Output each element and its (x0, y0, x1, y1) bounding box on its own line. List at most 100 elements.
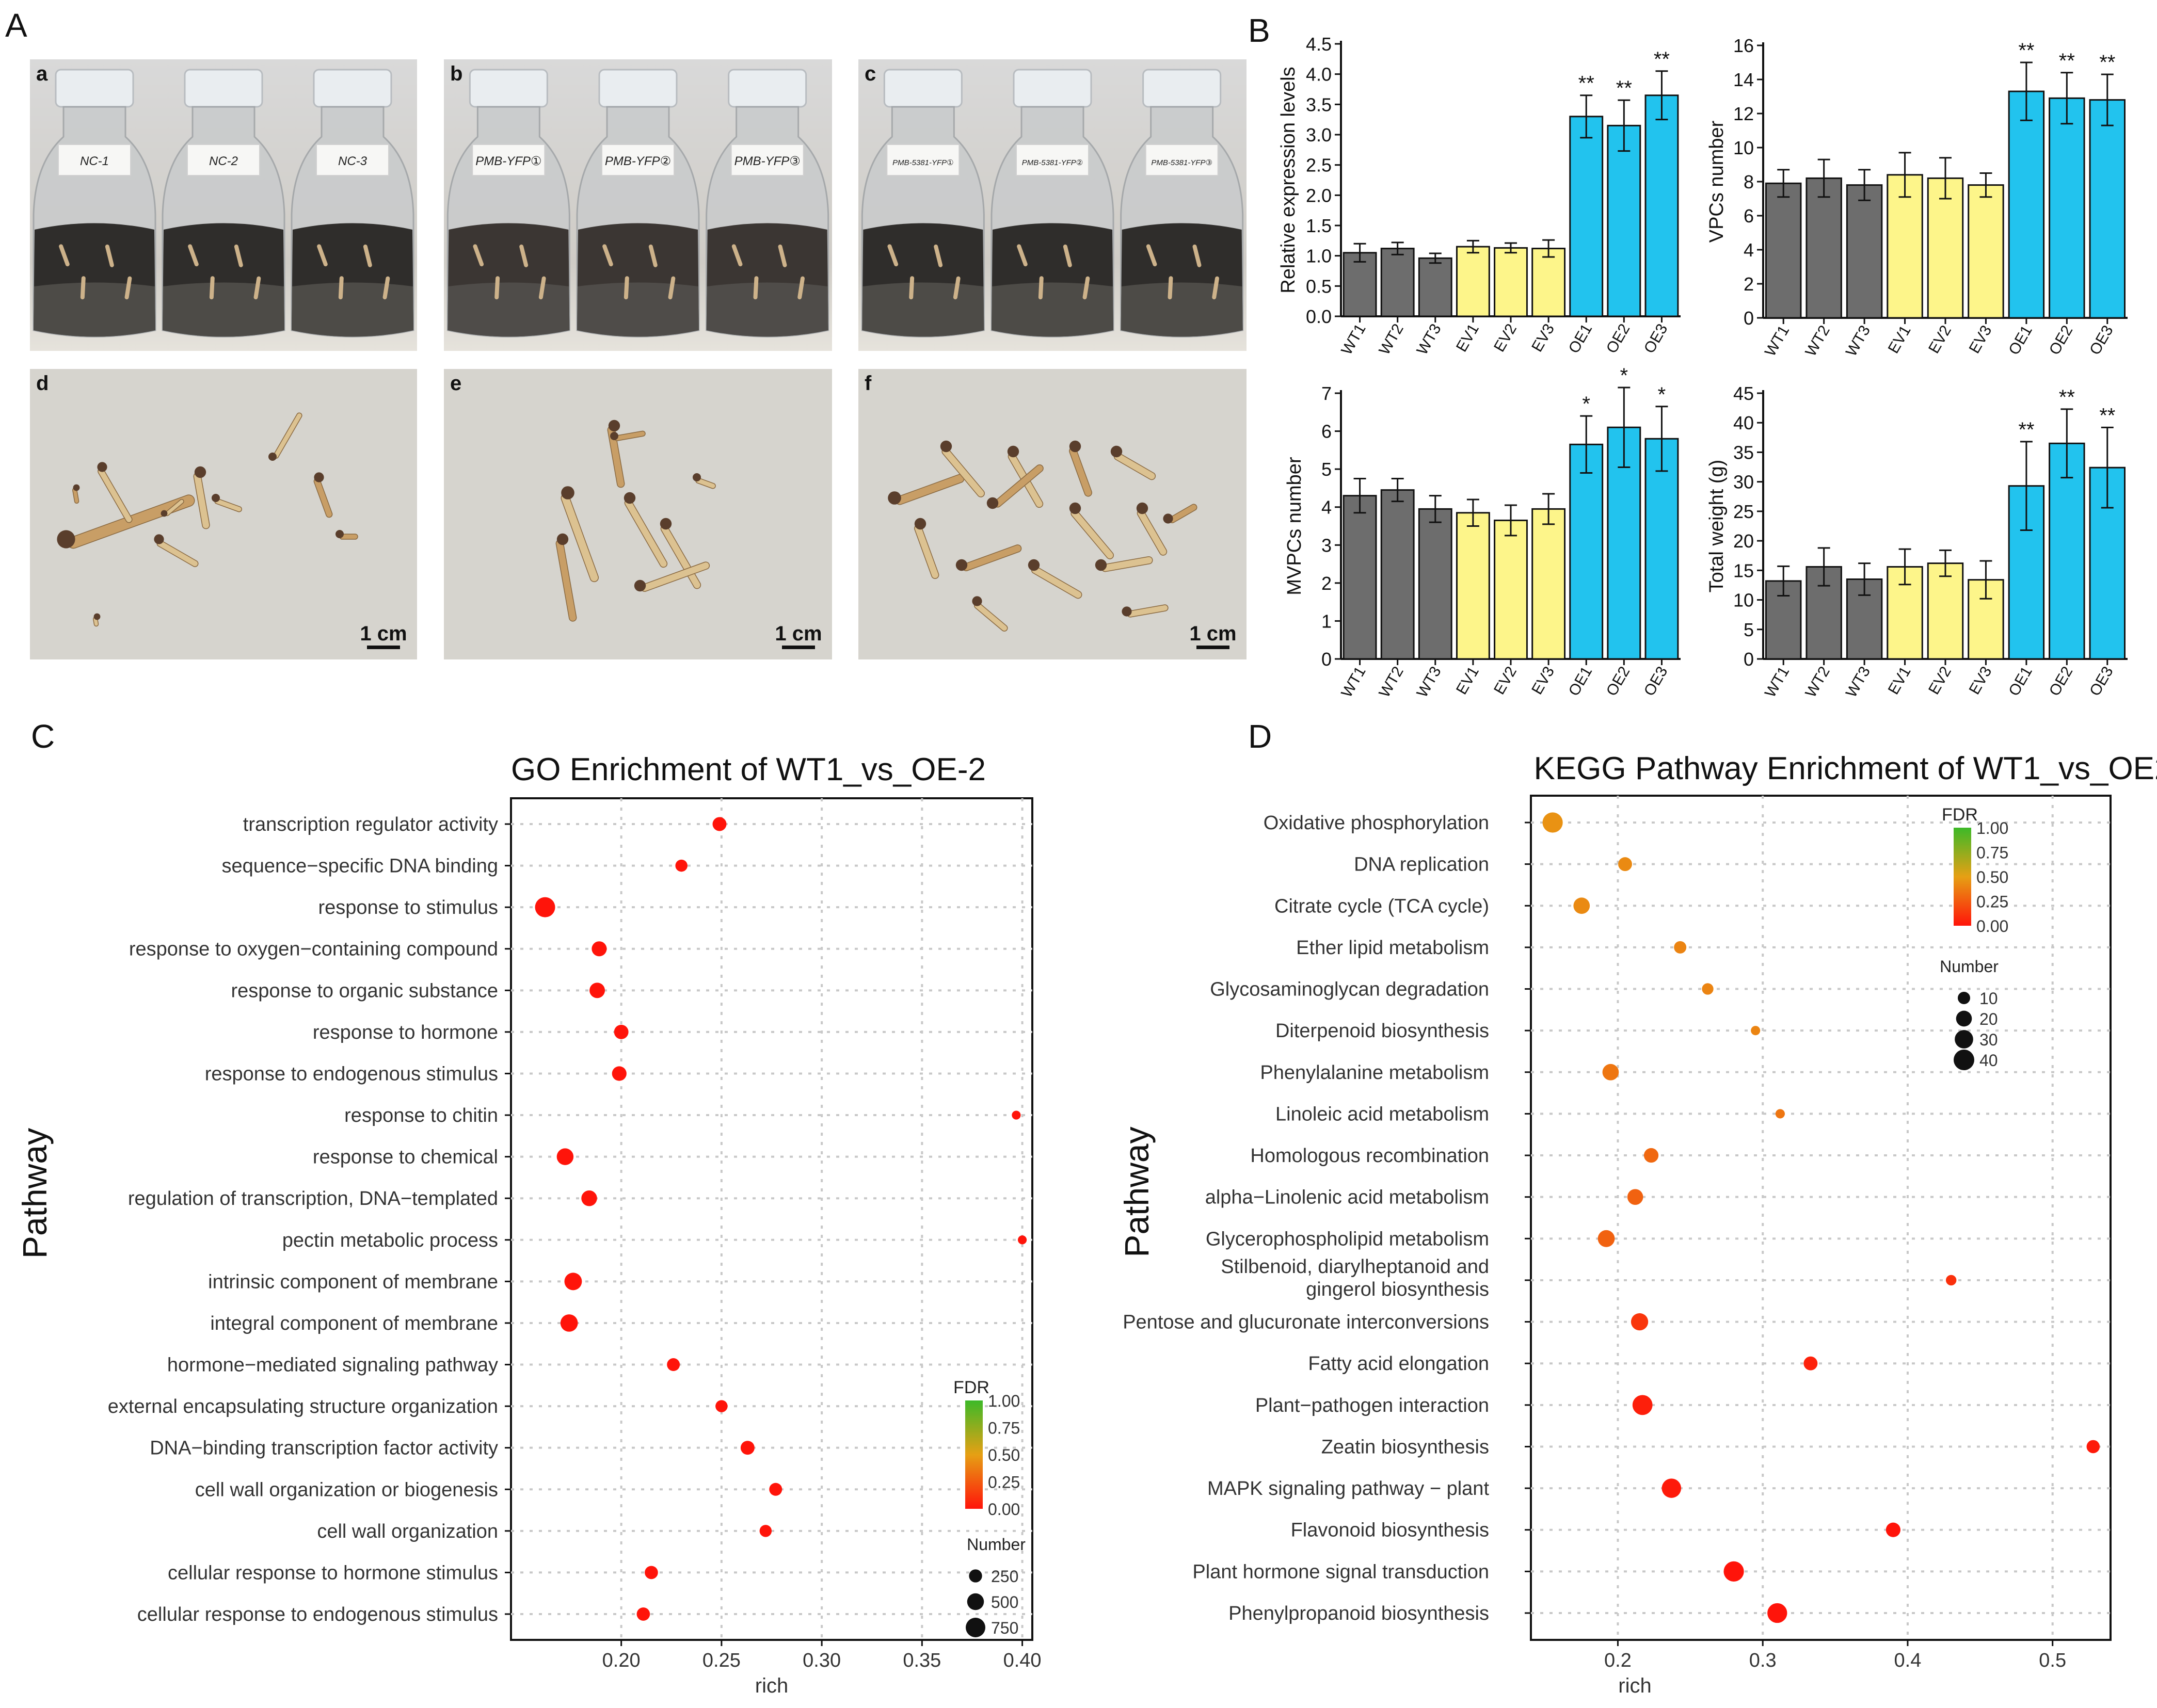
root-crown (693, 473, 701, 481)
bottle-root (731, 244, 743, 267)
bar-OE3 (1644, 94, 1679, 317)
root-crown (986, 497, 999, 509)
bar-OE3 (1644, 438, 1679, 660)
legend-size-label: 500 (991, 1593, 1018, 1612)
root-crown (97, 462, 107, 472)
bottle-tag (730, 144, 804, 176)
dot-point (1631, 1313, 1649, 1331)
dot-point (560, 1314, 578, 1332)
dot-point (1618, 857, 1632, 872)
bottle-root (519, 244, 529, 267)
term-label: external encapsulating structure organiz… (108, 1396, 498, 1417)
y-tick-label: 4 (1744, 239, 1754, 261)
y-tick-label: 2.0 (1306, 185, 1332, 206)
bar-WT1 (1765, 182, 1802, 319)
x-tick-label: EV2 (1925, 664, 1955, 698)
y-tick-label: 4 (1321, 497, 1332, 518)
root-crown (1136, 502, 1148, 514)
term-label: Phenylpropanoid biosynthesis (1228, 1603, 1489, 1624)
bar-WT3 (1418, 508, 1452, 660)
y-tick-label: 4.5 (1306, 34, 1332, 55)
term-label: cellular response to hormone stimulus (168, 1562, 498, 1584)
dot-point (1767, 1603, 1787, 1623)
bar-EV3 (1531, 248, 1566, 317)
y-tick-label: 10 (1733, 590, 1754, 611)
significance-label: * (1620, 364, 1628, 387)
bottle-root (538, 276, 546, 300)
root-crown (610, 432, 618, 440)
dot-plot-kegg: KEGG Pathway Enrichment of WT1_vs_OE2 0.2… (1117, 751, 2157, 1697)
x-tick-label: WT3 (1414, 321, 1445, 358)
significance-label: * (1658, 383, 1666, 406)
root-crown (1122, 606, 1132, 617)
term-label: Glycosaminoglycan degradation (1210, 979, 1489, 1001)
photo-e: 1 cm e (444, 369, 832, 659)
y-tick-label: 40 (1733, 412, 1754, 433)
bar-EV2 (1494, 519, 1528, 660)
dot-point (1643, 1148, 1659, 1163)
term-label-line: gingerol biosynthesis (1306, 1279, 1489, 1300)
x-tick-label: 0.4 (1894, 1650, 1922, 1671)
legend-size-dot (966, 1618, 985, 1637)
x-tick-label: EV3 (1528, 664, 1558, 698)
root-crown (888, 491, 901, 505)
legend-size-label: 40 (1979, 1051, 1998, 1070)
dot-point (1751, 1026, 1761, 1036)
x-tick-label: EV1 (1885, 664, 1914, 698)
root-crown (212, 494, 220, 502)
bar-EV3 (1968, 184, 2004, 319)
y-tick-label: 12 (1733, 103, 1754, 124)
bottle-tag-text: PMB-5381-YFP① (892, 158, 953, 167)
bottle-tag-text: PMB-5381-YFP③ (1151, 158, 1212, 167)
scale-bar: 1 cm (770, 622, 827, 650)
term-label: Phenylalanine metabolism (1260, 1062, 1489, 1084)
root-crown (154, 534, 164, 544)
term-label: Linoleic acid metabolism (1275, 1103, 1489, 1125)
y-tick-label: 35 (1733, 442, 1754, 463)
term-label: regulation of transcription, DNA−templat… (128, 1188, 498, 1210)
dot-point (1627, 1189, 1643, 1205)
bottle-root (909, 276, 915, 300)
legend-size-dot (1958, 992, 1970, 1004)
root-crown (1069, 502, 1081, 514)
scale-bar: 1 cm (355, 622, 412, 650)
y-tick-label: 3.0 (1306, 124, 1332, 146)
legend-size-label: 250 (991, 1567, 1018, 1586)
photo-c: PMB-5381-YFP① PMB-5381-YFP② PMB-5381-YFP③ c (858, 59, 1247, 351)
x-tick-label: WT1 (1338, 664, 1369, 700)
photo-b: PMB-YFP① PMB-YFP② PMB-YFP③ b (444, 59, 832, 351)
legend-fdr-gradient (965, 1400, 983, 1509)
root-crown (161, 510, 168, 517)
dot-point (712, 817, 727, 831)
bottle-tag (472, 144, 546, 176)
term-label: response to chemical (313, 1147, 498, 1168)
bottle-root (494, 276, 500, 300)
y-tick-label: 30 (1733, 472, 1754, 493)
bar-WT2 (1380, 489, 1415, 660)
y-axis-label: VPCs number (1706, 120, 1728, 243)
root-crown (1007, 445, 1019, 458)
term-label: integral component of membrane (210, 1313, 498, 1334)
bottle-tag (316, 144, 389, 176)
legend-fdr-gradient (1954, 828, 1971, 926)
x-tick-label: EV1 (1453, 321, 1482, 355)
bottle-root (648, 244, 658, 267)
y-tick-label: 0 (1744, 308, 1754, 329)
dot-point (1674, 941, 1687, 954)
bottle-root (253, 276, 261, 300)
photo-label-e: e (450, 372, 462, 395)
dot-point (715, 1400, 728, 1412)
y-tick-label: 2 (1321, 573, 1332, 594)
term-label: Fatty acid elongation (1308, 1353, 1489, 1375)
dot-point (1886, 1522, 1900, 1537)
panel-label-c: C (31, 718, 55, 755)
y-tick-label: 5 (1321, 459, 1332, 480)
bar-EV3 (1531, 508, 1566, 660)
y-tick-label: 10 (1733, 137, 1754, 158)
term-label: Plant hormone signal transduction (1192, 1561, 1489, 1583)
y-tick-label: 3.5 (1306, 94, 1332, 115)
photo-d-drawing (30, 369, 417, 659)
bottle-tag-text: PMB-5381-YFP② (1022, 158, 1083, 167)
dot-point (535, 897, 555, 917)
y-tick-label: 0.0 (1306, 306, 1332, 327)
